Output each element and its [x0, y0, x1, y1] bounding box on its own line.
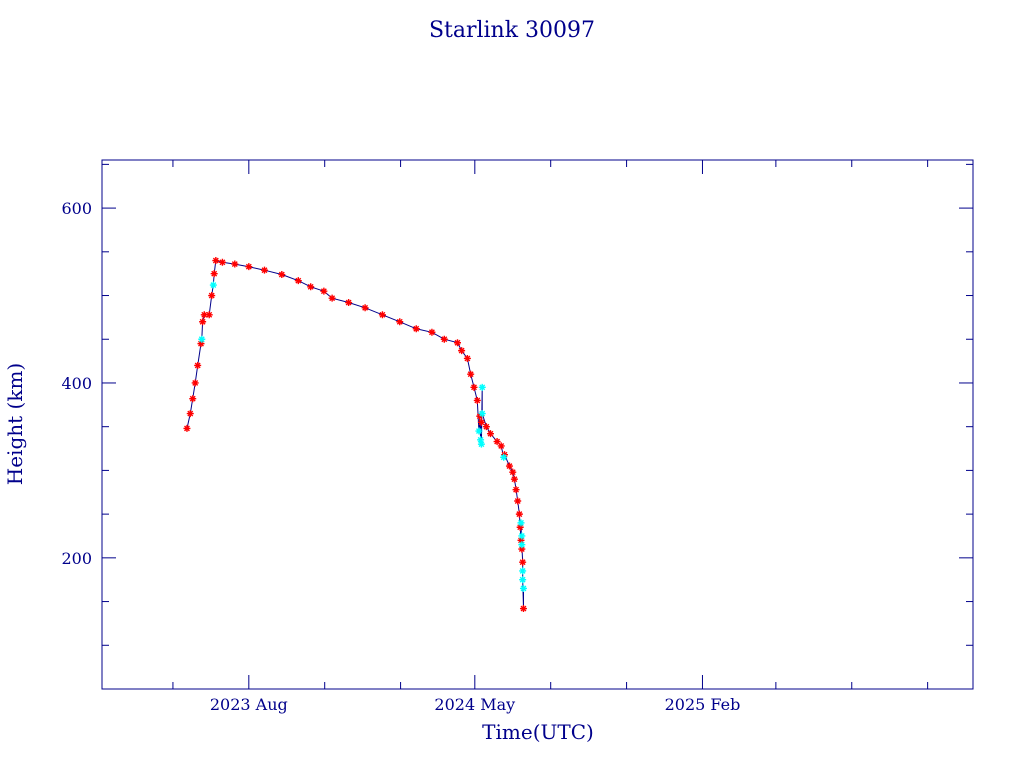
data-point [345, 299, 353, 307]
data-point [519, 576, 527, 584]
data-point [486, 430, 494, 438]
data-point [497, 442, 505, 450]
data-point [205, 311, 213, 319]
data-point [307, 283, 315, 291]
data-point [478, 410, 486, 418]
x-tick-label: 2025 Feb [665, 695, 741, 714]
data-point [209, 281, 217, 289]
data-point [328, 294, 336, 302]
data-point [245, 263, 253, 271]
data-point [396, 318, 404, 326]
data-point [477, 440, 485, 448]
data-point [517, 519, 525, 527]
data-points [183, 257, 527, 613]
plot-frame [101, 159, 974, 690]
data-point [294, 277, 302, 285]
data-point [186, 410, 194, 418]
data-point [199, 318, 207, 326]
data-point [463, 354, 471, 362]
data-point [476, 412, 484, 420]
chart-title: Starlink 30097 [429, 18, 595, 43]
data-point [512, 486, 520, 494]
data-point [231, 260, 239, 268]
data-point [505, 462, 513, 470]
data-point [519, 567, 527, 575]
data-point [478, 383, 486, 391]
data-point [208, 292, 216, 300]
data-point [189, 395, 197, 403]
x-axis-label: Time(UTC) [482, 720, 594, 744]
data-point [361, 304, 369, 312]
data-point [518, 545, 526, 553]
data-point [501, 451, 509, 459]
data-point [515, 510, 523, 518]
data-point [278, 271, 286, 279]
data-point [218, 258, 226, 266]
data-point [212, 257, 220, 265]
trajectory-line [186, 259, 524, 609]
data-point [197, 340, 205, 348]
data-point [453, 339, 461, 347]
data-point [458, 347, 466, 355]
data-point [519, 584, 527, 592]
data-point [475, 427, 483, 435]
data-point [200, 311, 208, 319]
data-point [493, 438, 501, 446]
axis-ticks [102, 160, 973, 689]
data-point [473, 396, 481, 404]
data-point [519, 605, 527, 613]
data-point [183, 424, 191, 432]
y-tick-label: 600 [61, 199, 92, 218]
data-point [467, 370, 475, 378]
y-axis-label: Height (km) [3, 363, 27, 485]
axis-tick-labels: 200 400 600 2023 Aug 2024 May 2025 Feb [61, 199, 740, 714]
data-point [518, 532, 526, 540]
data-point [412, 325, 420, 333]
data-point [440, 335, 448, 343]
data-point [194, 361, 202, 369]
data-point [477, 418, 485, 426]
data-point [509, 468, 517, 476]
data-point [518, 541, 526, 549]
y-tick-label: 200 [61, 549, 92, 568]
data-point [517, 536, 525, 544]
data-point [378, 311, 386, 319]
data-point [482, 423, 490, 431]
data-point [470, 383, 478, 391]
data-point [510, 475, 518, 483]
data-point [477, 436, 485, 444]
data-point [519, 558, 527, 566]
x-tick-label: 2023 Aug [210, 695, 288, 714]
data-point [514, 497, 522, 505]
data-point [320, 287, 328, 295]
data-point [500, 453, 508, 461]
x-tick-label: 2024 May [434, 695, 515, 714]
data-point [191, 379, 199, 387]
data-point [428, 328, 436, 336]
data-point [198, 335, 206, 343]
data-point [210, 270, 218, 278]
data-point [260, 266, 268, 274]
data-point [516, 523, 524, 531]
y-tick-label: 400 [61, 374, 92, 393]
